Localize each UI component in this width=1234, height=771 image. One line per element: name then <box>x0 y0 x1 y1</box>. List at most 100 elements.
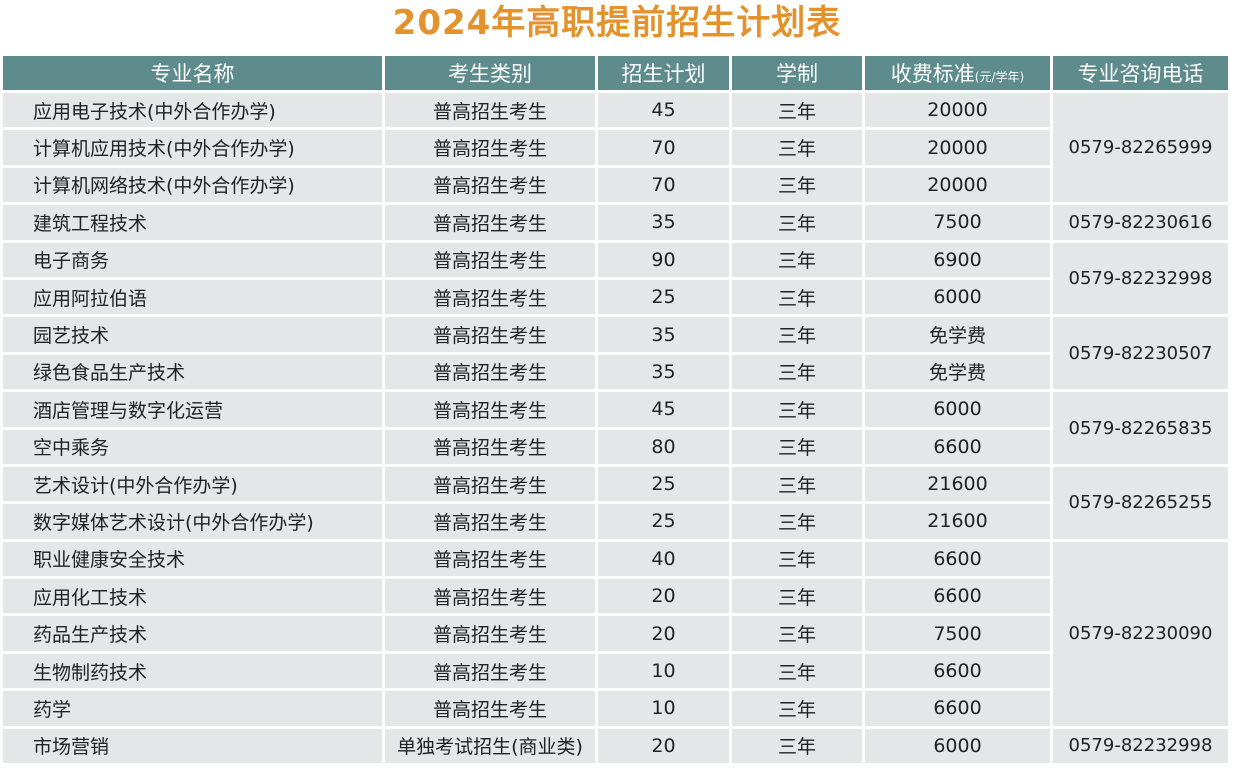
plan-cell: 35 <box>598 354 729 390</box>
table-row: 计算机网络技术(中外合作办学) 普高招生考生 70 三年 20000 <box>3 167 1228 203</box>
category-cell: 普高招生考生 <box>385 392 595 427</box>
fee-cell: 6600 <box>865 691 1050 726</box>
major-cell: 职业健康安全技术 <box>3 541 382 577</box>
major-cell: 应用阿拉伯语 <box>3 279 382 315</box>
fee-cell: 20000 <box>865 167 1050 203</box>
table-row: 生物制药技术 普高招生考生 10 三年 6600 <box>3 653 1228 689</box>
duration-cell: 三年 <box>732 466 862 502</box>
header-fee-label: 收费标准 <box>890 62 975 86</box>
page-title: 2024年高职提前招生计划表 <box>392 3 842 43</box>
category-cell: 普高招生考生 <box>385 504 595 539</box>
category-cell: 单独考试招生(商业类) <box>385 728 595 764</box>
table-row: 应用化工技术 普高招生考生 20 三年 6600 <box>3 579 1228 614</box>
duration-cell: 三年 <box>732 130 862 165</box>
phone-cell: 0579-82265835 <box>1053 392 1228 464</box>
plan-cell: 45 <box>598 392 729 427</box>
table-row: 市场营销 单独考试招生(商业类) 20 三年 6000 0579-82232998 <box>3 728 1228 764</box>
major-cell: 酒店管理与数字化运营 <box>3 392 382 427</box>
plan-cell: 40 <box>598 541 729 577</box>
category-cell: 普高招生考生 <box>385 691 595 726</box>
table-row: 艺术设计(中外合作办学) 普高招生考生 25 三年 21600 0579-82265255 <box>3 466 1228 539</box>
phone-cell: 0579-82230090 <box>1053 541 1228 726</box>
phone-cell: 0579-82265255 <box>1053 466 1228 539</box>
category-cell: 普高招生考生 <box>385 354 595 390</box>
phone-cell: 0579-82232998 <box>1053 242 1228 315</box>
plan-cell: 70 <box>598 130 729 165</box>
fee-cell: 免学费 <box>865 354 1050 390</box>
major-cell: 应用化工技术 <box>3 579 382 614</box>
table-row: 职业健康安全技术 普高招生考生 40 三年 6600 0579-82230090 <box>3 541 1228 726</box>
duration-cell: 三年 <box>732 541 862 577</box>
header-phone: 专业咨询电话 <box>1053 56 1228 90</box>
major-cell: 生物制药技术 <box>3 653 382 689</box>
plan-cell: 90 <box>598 242 729 277</box>
table-row: 空中乘务 普高招生考生 80 三年 6600 <box>3 429 1228 464</box>
phone-cell: 0579-82230507 <box>1053 317 1228 390</box>
major-cell: 电子商务 <box>3 242 382 277</box>
table-header-row: 专业名称 考生类别 招生计划 学制 收费标准(元/学年) 专业咨询电话 <box>3 56 1228 90</box>
enrollment-plan-table: 专业名称 考生类别 招生计划 学制 收费标准(元/学年) 专业咨询电话 应用电子… <box>0 53 1231 766</box>
duration-cell: 三年 <box>732 354 862 390</box>
plan-cell: 10 <box>598 691 729 726</box>
fee-cell: 6600 <box>865 541 1050 577</box>
plan-cell: 70 <box>598 167 729 203</box>
duration-cell: 三年 <box>732 392 862 427</box>
category-cell: 普高招生考生 <box>385 541 595 577</box>
major-cell: 市场营销 <box>3 728 382 764</box>
duration-cell: 三年 <box>732 317 862 352</box>
category-cell: 普高招生考生 <box>385 167 595 203</box>
category-cell: 普高招生考生 <box>385 466 595 502</box>
major-cell: 绿色食品生产技术 <box>3 354 382 390</box>
table-row: 园艺技术 普高招生考生 35 三年 免学费 0579-82230507 <box>3 317 1228 390</box>
header-major: 专业名称 <box>3 56 382 90</box>
fee-cell: 6600 <box>865 429 1050 464</box>
major-cell: 数字媒体艺术设计(中外合作办学) <box>3 504 382 539</box>
phone-cell: 0579-82232998 <box>1053 728 1228 764</box>
table-row: 电子商务 普高招生考生 90 三年 6900 0579-82232998 <box>3 242 1228 315</box>
category-cell: 普高招生考生 <box>385 93 595 128</box>
duration-cell: 三年 <box>732 205 862 240</box>
duration-cell: 三年 <box>732 504 862 539</box>
plan-cell: 25 <box>598 466 729 502</box>
plan-cell: 35 <box>598 205 729 240</box>
duration-cell: 三年 <box>732 653 862 689</box>
major-cell: 应用电子技术(中外合作办学) <box>3 93 382 128</box>
fee-cell: 7500 <box>865 205 1050 240</box>
table-row: 药学 普高招生考生 10 三年 6600 <box>3 691 1228 726</box>
fee-cell: 6000 <box>865 728 1050 764</box>
table-row: 数字媒体艺术设计(中外合作办学) 普高招生考生 25 三年 21600 <box>3 504 1228 539</box>
plan-cell: 25 <box>598 504 729 539</box>
fee-cell: 21600 <box>865 504 1050 539</box>
duration-cell: 三年 <box>732 242 862 277</box>
fee-cell: 20000 <box>865 130 1050 165</box>
plan-cell: 25 <box>598 279 729 315</box>
header-duration: 学制 <box>732 56 862 90</box>
major-cell: 艺术设计(中外合作办学) <box>3 466 382 502</box>
table-row: 药品生产技术 普高招生考生 20 三年 7500 <box>3 616 1228 651</box>
header-fee-unit: (元/学年) <box>974 70 1025 84</box>
table-row: 酒店管理与数字化运营 普高招生考生 45 三年 6000 0579-82265835 <box>3 392 1228 464</box>
plan-cell: 20 <box>598 728 729 764</box>
duration-cell: 三年 <box>732 93 862 128</box>
header-plan: 招生计划 <box>598 56 729 90</box>
plan-cell: 80 <box>598 429 729 464</box>
fee-cell: 6900 <box>865 242 1050 277</box>
major-cell: 药学 <box>3 691 382 726</box>
category-cell: 普高招生考生 <box>385 205 595 240</box>
fee-cell: 20000 <box>865 93 1050 128</box>
category-cell: 普高招生考生 <box>385 242 595 277</box>
table-row: 应用电子技术(中外合作办学) 普高招生考生 45 三年 20000 0579-822659… <box>3 93 1228 203</box>
major-cell: 药品生产技术 <box>3 616 382 651</box>
major-cell: 空中乘务 <box>3 429 382 464</box>
table-row: 建筑工程技术 普高招生考生 35 三年 7500 0579-82230616 <box>3 205 1228 240</box>
category-cell: 普高招生考生 <box>385 429 595 464</box>
plan-cell: 20 <box>598 616 729 651</box>
fee-cell: 6000 <box>865 392 1050 427</box>
table-row: 绿色食品生产技术 普高招生考生 35 三年 免学费 <box>3 354 1228 390</box>
category-cell: 普高招生考生 <box>385 317 595 352</box>
major-cell: 建筑工程技术 <box>3 205 382 240</box>
category-cell: 普高招生考生 <box>385 579 595 614</box>
duration-cell: 三年 <box>732 728 862 764</box>
duration-cell: 三年 <box>732 691 862 726</box>
header-category: 考生类别 <box>385 56 595 90</box>
